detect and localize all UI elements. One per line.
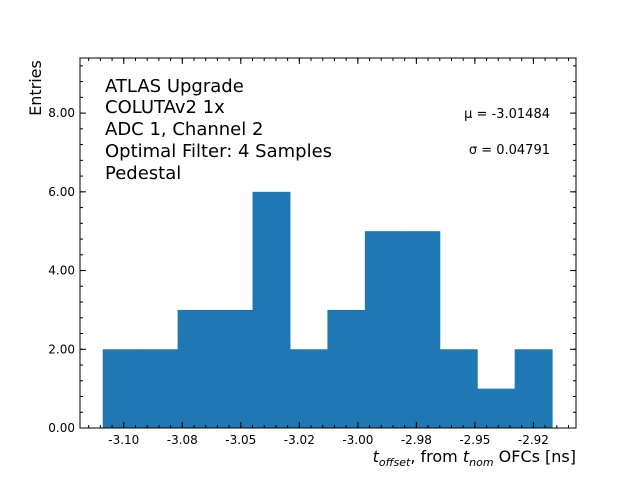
x-tick-label: -3.08 [167, 433, 198, 447]
x-tick-label: -3.00 [342, 433, 373, 447]
info-line-5: Pedestal [105, 163, 181, 184]
histogram-bar [102, 349, 141, 428]
x-tick-label: -3.02 [284, 433, 315, 447]
info-text: ATLAS Upgrade COLUTAv2 1x ADC 1, Channel… [105, 76, 332, 184]
histogram-bar [252, 191, 291, 428]
sigma-label: σ = 0.04791 [469, 143, 550, 158]
info-line-1: ATLAS Upgrade [105, 76, 244, 97]
y-tick-label: 0.00 [48, 421, 75, 435]
histogram-bar [514, 349, 553, 428]
info-line-3: ADC 1, Channel 2 [105, 119, 263, 140]
histogram-bar [215, 309, 254, 428]
histogram-bar [327, 309, 366, 428]
info-line-2: COLUTAv2 1x [105, 97, 225, 118]
x-tick-label: -3.05 [225, 433, 256, 447]
y-axis-label: Entries [26, 60, 45, 116]
histogram-bar [402, 231, 441, 428]
x-tick-label: -2.95 [459, 433, 490, 447]
bars-group [102, 191, 553, 428]
y-tick-label: 6.00 [48, 185, 75, 199]
histogram-bar [289, 349, 328, 428]
x-tick-label: -3.10 [108, 433, 139, 447]
x-tick-label: -2.98 [401, 433, 432, 447]
info-line-4: Optimal Filter: 4 Samples [105, 141, 332, 162]
y-tick-label: 2.00 [48, 342, 75, 356]
x-tick-label: -2.92 [518, 433, 549, 447]
axes-frame [79, 57, 577, 429]
histogram-bar [177, 309, 216, 428]
mu-label: μ = -3.01484 [464, 107, 550, 122]
histogram-bar [364, 231, 403, 428]
x-axis-label: toffset, from tnom OFCs [ns] [373, 447, 576, 469]
histogram-bar [477, 388, 516, 428]
y-tick-label: 8.00 [48, 106, 75, 120]
histogram-bar [140, 349, 179, 428]
y-tick-label: 4.00 [48, 264, 75, 278]
histogram-bar [439, 349, 478, 428]
